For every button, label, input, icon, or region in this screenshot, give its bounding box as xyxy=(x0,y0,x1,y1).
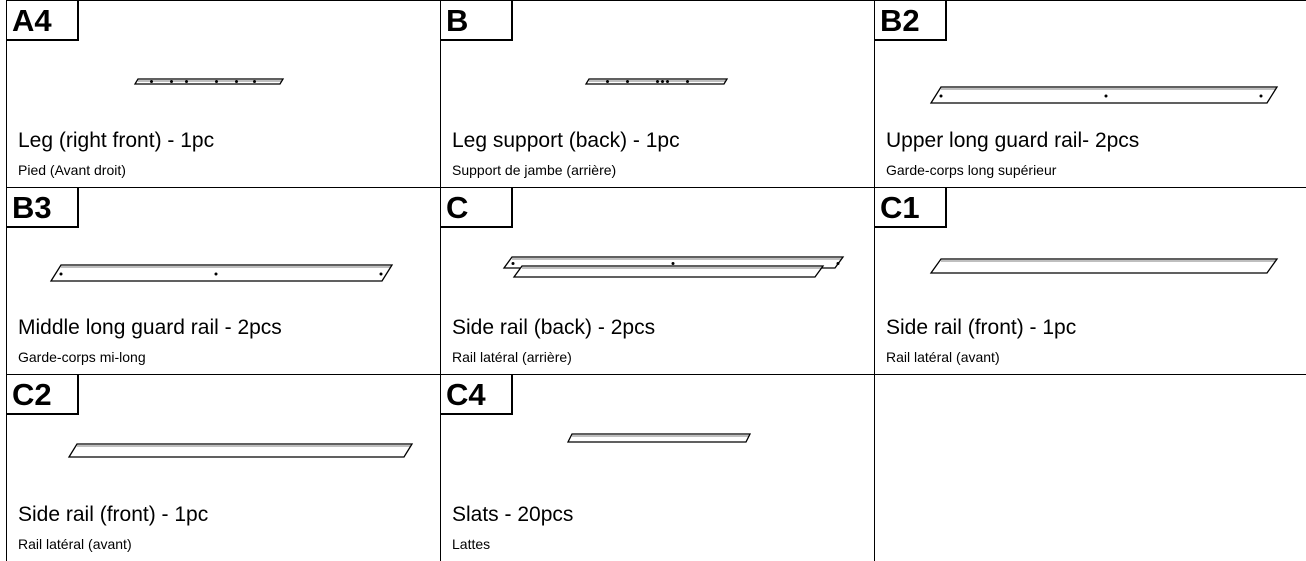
hole xyxy=(836,262,840,265)
part-cell: C Side rail (back) - 2pcs Rail latéral (ar… xyxy=(440,187,875,375)
part-drawing xyxy=(929,86,1279,104)
part-cell: B2 Upper long guard rail- 2pcs Garde-corps… xyxy=(874,0,1306,188)
part-drawing xyxy=(133,78,285,85)
hole xyxy=(626,80,629,83)
rail xyxy=(929,258,1279,274)
rail xyxy=(929,86,1279,104)
hole xyxy=(150,80,153,83)
part-cell: A4 Leg (right front) - 1pc Pied (Avant dro… xyxy=(6,0,441,188)
part-name: Side rail (front) - 1pc xyxy=(18,503,209,526)
part-drawing xyxy=(502,256,845,278)
hole xyxy=(606,80,609,83)
part-cell: C2 Side rail (front) - 1pc Rail latéral (a… xyxy=(6,374,441,561)
part-drawing xyxy=(929,258,1279,274)
hole xyxy=(1259,94,1263,98)
rail xyxy=(133,78,285,85)
hole xyxy=(656,80,659,83)
part-french-name: Lattes xyxy=(452,536,491,552)
hole xyxy=(671,262,675,265)
part-french-name: Rail latéral (avant) xyxy=(18,536,132,552)
part-name: Upper long guard rail- 2pcs xyxy=(886,129,1140,152)
part-name: Leg (right front) - 1pc xyxy=(18,129,215,152)
part-drawing xyxy=(49,264,394,282)
hole xyxy=(59,272,63,276)
hole xyxy=(686,80,689,83)
part-id: C2 xyxy=(7,375,79,415)
part-id: A4 xyxy=(7,1,79,41)
part-french-name: Pied (Avant droit) xyxy=(18,162,126,178)
rail xyxy=(67,443,414,458)
hole xyxy=(661,80,664,83)
part-french-name: Support de jambe (arrière) xyxy=(452,162,617,178)
hole xyxy=(511,262,515,265)
part-name: Side rail (front) - 1pc xyxy=(886,316,1077,339)
rail xyxy=(49,264,394,282)
part-cell: C4 Slats - 20pcs Lattes xyxy=(440,374,875,561)
part-french-name: Garde-corps long supérieur xyxy=(886,162,1057,178)
part-name: Leg support (back) - 1pc xyxy=(452,129,680,152)
hole xyxy=(235,80,238,83)
part-drawing xyxy=(584,78,729,85)
rail xyxy=(566,433,752,443)
part-id: C4 xyxy=(441,375,513,415)
hole xyxy=(379,272,383,276)
hole xyxy=(215,80,218,83)
rail xyxy=(512,265,825,278)
part-name: Side rail (back) - 2pcs xyxy=(452,316,656,339)
part-drawing xyxy=(67,443,414,458)
part-id: C1 xyxy=(875,188,947,228)
hole xyxy=(1104,94,1108,98)
part-name: Slats - 20pcs xyxy=(452,503,574,526)
part-id: B xyxy=(441,1,513,41)
hole xyxy=(666,80,669,83)
part-french-name: Rail latéral (arrière) xyxy=(452,349,572,365)
part-name: Middle long guard rail - 2pcs xyxy=(18,316,282,339)
part-id: B2 xyxy=(875,1,947,41)
part-cell: C1 Side rail (front) - 1pc Rail latéral (a… xyxy=(874,187,1306,375)
part-drawing xyxy=(566,433,752,443)
part-id: C xyxy=(441,188,513,228)
part-cell: B3 Middle long guard rail - 2pcs Garde-cor… xyxy=(6,187,441,375)
hole xyxy=(170,80,173,83)
part-cell: B Leg support (back) - 1pc Support de jamb… xyxy=(440,0,875,188)
hole xyxy=(939,94,943,98)
hole xyxy=(185,80,188,83)
part-french-name: Garde-corps mi-long xyxy=(18,349,146,365)
hole xyxy=(253,80,256,83)
part-french-name: Rail latéral (avant) xyxy=(886,349,1000,365)
part-id: B3 xyxy=(7,188,79,228)
hole xyxy=(214,272,218,276)
